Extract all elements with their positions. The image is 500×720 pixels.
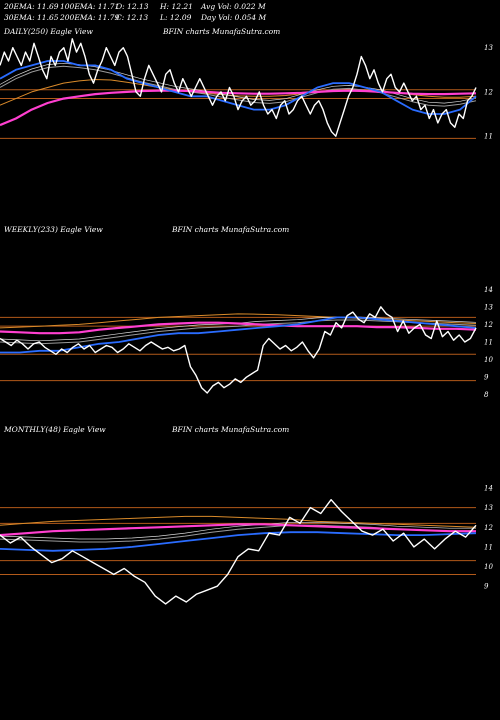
avg-vol-label: Avg Vol: 0.022 M bbox=[201, 2, 266, 11]
daily-y-tick-1: 12 bbox=[484, 88, 493, 96]
daily-panel: 13 12 11 bbox=[0, 38, 493, 141]
weekly-y-tick-2: 12 bbox=[484, 321, 493, 329]
weekly-y-tick-6: 8 bbox=[484, 391, 489, 399]
daily-watermark: BFIN charts MunafaSutra.com bbox=[163, 27, 281, 36]
monthly-panel: 14 13 12 11 10 9 bbox=[0, 484, 493, 605]
weekly-y-tick-4: 10 bbox=[484, 356, 493, 364]
weekly-ema-blue-line bbox=[0, 316, 477, 354]
close-label: C: 12.13 bbox=[116, 13, 149, 22]
weekly-panel: 14 13 12 11 10 9 8 bbox=[0, 286, 493, 399]
monthly-panel-title: MONTHLY(48) Eagle View bbox=[4, 425, 106, 434]
daily-y-tick-0: 13 bbox=[484, 44, 493, 52]
weekly-ema-magenta-line bbox=[0, 321, 477, 335]
ema20-label: 20EMA: 11.69 bbox=[4, 2, 59, 11]
monthly-ema-blue-line bbox=[0, 531, 477, 552]
open-label: O: 12.13 bbox=[116, 2, 149, 11]
monthly-price-line bbox=[0, 499, 477, 605]
ema200-label: 200EMA: 11.79 bbox=[60, 13, 120, 22]
monthly-y-tick-5: 9 bbox=[484, 583, 489, 591]
low-label: L: 12.09 bbox=[160, 13, 192, 22]
monthly-y-tick-0: 14 bbox=[484, 484, 493, 492]
weekly-y-tick-0: 14 bbox=[484, 286, 493, 294]
daily-price-line bbox=[0, 38, 477, 137]
daily-panel-title: DAILY(250) Eagle View bbox=[4, 27, 93, 36]
monthly-ema-magenta-line bbox=[0, 523, 476, 537]
daily-y-tick-2: 11 bbox=[484, 133, 493, 141]
weekly-y-tick-5: 9 bbox=[484, 374, 489, 382]
monthly-ema-pale-line bbox=[0, 521, 476, 540]
day-vol-label: Day Vol: 0.054 M bbox=[201, 13, 267, 22]
weekly-y-tick-1: 13 bbox=[484, 303, 493, 311]
monthly-y-tick-3: 11 bbox=[484, 543, 493, 551]
monthly-ema-orange-line bbox=[0, 515, 477, 528]
daily-ema-magenta-line bbox=[0, 89, 477, 127]
weekly-panel-title: WEEKLY(233) Eagle View bbox=[4, 225, 103, 234]
monthly-y-tick-2: 12 bbox=[484, 524, 493, 532]
daily-ema-grey-line bbox=[0, 65, 477, 107]
weekly-watermark: BFIN charts MunafaSutra.com bbox=[172, 225, 290, 234]
weekly-price-line bbox=[0, 306, 477, 394]
weekly-y-tick-3: 11 bbox=[484, 339, 493, 347]
daily-ema-blue-line bbox=[0, 60, 477, 115]
high-label: H: 12.21 bbox=[160, 2, 193, 11]
ema30-label: 30EMA: 11.65 bbox=[4, 13, 59, 22]
monthly-watermark: BFIN charts MunafaSutra.com bbox=[172, 425, 290, 434]
monthly-y-tick-1: 13 bbox=[484, 504, 493, 512]
ema100-label: 100EMA: 11.71 bbox=[60, 2, 120, 11]
monthly-y-tick-4: 10 bbox=[484, 563, 493, 571]
